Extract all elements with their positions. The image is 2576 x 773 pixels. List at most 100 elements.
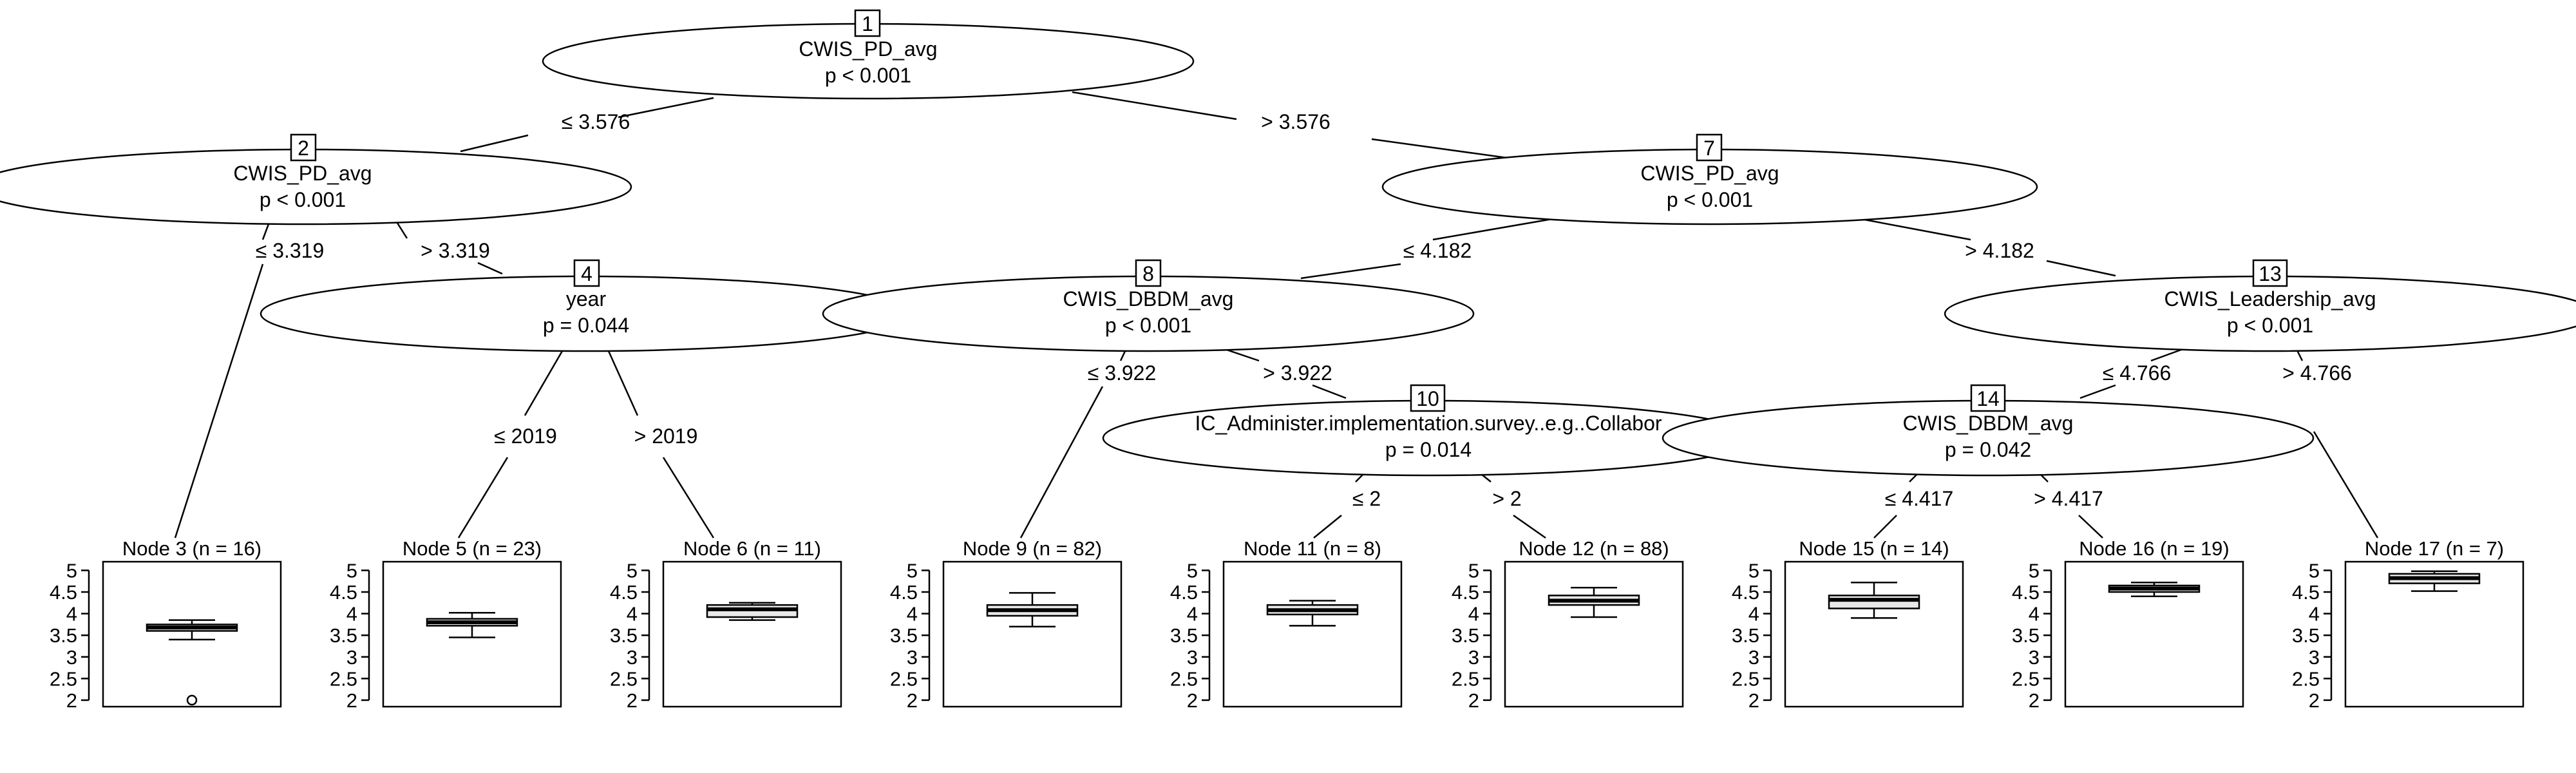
edge-line-1-7a	[1072, 91, 1237, 120]
edge-line-10-12b	[1513, 514, 1546, 539]
box	[1828, 595, 1920, 609]
edge-label-10-12: > 2	[1492, 487, 1521, 510]
panel-frame	[2064, 560, 2244, 708]
edge-line-7-13b	[2046, 260, 2116, 277]
y-tick-label: 2.5	[610, 667, 638, 690]
edge-label-14-16: > 4.417	[2034, 487, 2103, 510]
panel-title: Node 11 (n = 8)	[1244, 537, 1381, 560]
node-variable: CWIS_Leadership_avg	[2164, 287, 2376, 310]
y-tick-label: 3.5	[50, 624, 77, 647]
panel-title: Node 5 (n = 23)	[402, 537, 542, 560]
outlier-point	[186, 694, 198, 706]
edge-label-7-8: ≤ 4.182	[1403, 239, 1472, 262]
edge-label-8-9: ≤ 3.922	[1088, 361, 1157, 385]
panel-title: Node 9 (n = 82)	[963, 537, 1102, 560]
y-tick-label: 4	[2029, 603, 2040, 625]
y-tick-label: 2.5	[50, 667, 77, 690]
y-tick-label: 2	[1187, 689, 1198, 712]
y-tick-label: 3.5	[1732, 624, 1759, 647]
node-pvalue: p < 0.001	[1105, 314, 1191, 337]
node-variable: year	[566, 287, 607, 310]
terminal-node-5: Node 5 (n = 23) 22.533.544.55	[330, 537, 562, 712]
terminal-node-11: Node 11 (n = 8) 22.533.544.55	[1170, 537, 1403, 712]
y-tick-label: 4	[2309, 603, 2320, 625]
y-tick-label: 4.5	[1452, 581, 1479, 604]
inner-node-14: 14 CWIS_DBDM_avg p = 0.042	[1662, 384, 2315, 477]
y-tick-label: 3	[1468, 646, 1479, 669]
node-id-box	[1696, 133, 1723, 162]
y-tick-label: 2	[627, 689, 638, 712]
edge-label-1-7: > 3.576	[1261, 110, 1331, 133]
panel-frame	[382, 560, 562, 708]
y-tick-label: 3.5	[610, 624, 638, 647]
y-tick-label: 5	[1187, 559, 1198, 582]
y-tick-label: 3.5	[1452, 624, 1479, 647]
edge-labels: ≤ 3.576 > 3.576 ≤ 3.319 > 3.319 ≤ 2019 >…	[256, 110, 2352, 510]
edge-line-4-5a	[524, 350, 564, 416]
panel-frame	[942, 560, 1122, 708]
edge-line-7-8b	[1300, 263, 1401, 280]
y-tick-label: 2	[66, 689, 77, 712]
y-tick-label: 3	[66, 646, 77, 669]
edge-line-8-10b	[1312, 384, 1347, 399]
y-tick-label: 5	[2029, 559, 2040, 582]
panel-frame	[2344, 560, 2524, 708]
edge-line-13-17b	[2313, 431, 2379, 539]
y-tick-label: 3	[346, 646, 357, 669]
panel-title: Node 16 (n = 19)	[2079, 537, 2230, 560]
y-tick-label: 2.5	[1732, 667, 1759, 690]
y-tick-label: 4.5	[890, 581, 918, 604]
y-tick-label: 2.5	[1452, 667, 1479, 690]
edge-line-1-2b	[460, 134, 529, 153]
edge-line-14-15b	[1873, 515, 1897, 539]
y-tick-label: 2	[1748, 689, 1759, 712]
panel-title: Node 15 (n = 14)	[1799, 537, 1949, 560]
node-variable: CWIS_PD_avg	[799, 37, 937, 61]
edge-label-13-17: > 4.766	[2282, 361, 2352, 385]
edge-label-4-6: > 2019	[634, 425, 698, 448]
terminal-node-panels: Node 3 (n = 16)22.533.544.55 Node 5 (n = …	[50, 537, 2524, 712]
node-id-box	[1135, 259, 1162, 287]
y-tick-label: 4	[907, 603, 918, 625]
y-tick-label: 4.5	[1732, 581, 1759, 604]
node-id-box	[290, 133, 317, 162]
y-tick-label: 3	[2309, 646, 2320, 669]
panel-title: Node 6 (n = 11)	[683, 537, 821, 560]
node-id-box	[2252, 259, 2288, 287]
edge-label-2-3: ≤ 3.319	[256, 239, 325, 262]
y-tick-label: 4.5	[610, 581, 638, 604]
y-tick-label: 4.5	[330, 581, 357, 604]
y-tick-label: 5	[346, 559, 357, 582]
edge-line-7-13a	[1861, 218, 1971, 241]
node-variable: CWIS_DBDM_avg	[1063, 287, 1234, 310]
node-pvalue: p < 0.001	[2227, 314, 2313, 337]
node-id: 1	[862, 12, 873, 35]
node-pvalue: p < 0.001	[260, 188, 346, 211]
inner-node-8: 8 CWIS_DBDM_avg p < 0.001	[822, 259, 1475, 352]
edge-line-14-16b	[2078, 515, 2103, 539]
terminal-node-3: Node 3 (n = 16) 22.533.544.55	[50, 537, 282, 712]
panel-title: Node 17 (n = 7)	[2365, 537, 2504, 560]
terminal-node-16: Node 16 (n = 19) 22.533.544.55	[2012, 537, 2244, 712]
y-tick-label: 2	[2309, 689, 2320, 712]
node-variable: CWIS_PD_avg	[1640, 162, 1779, 185]
panel-frame	[662, 560, 842, 708]
y-tick-label: 5	[1468, 559, 1479, 582]
terminal-node-6: Node 6 (n = 11) 22.533.544.55	[610, 537, 842, 712]
y-tick-label: 2.5	[890, 667, 918, 690]
edge-line-8-9b	[1019, 386, 1104, 539]
node-variable: IC_Administer.implementation.survey..e.g…	[1195, 412, 1662, 435]
node-pvalue: p < 0.001	[1667, 188, 1753, 211]
edge-line-2-4b	[477, 262, 503, 275]
node-id-box	[1970, 384, 2006, 412]
y-tick-label: 2	[1468, 689, 1479, 712]
panel-frame	[1222, 560, 1403, 708]
edge-label-13-14: ≤ 4.766	[2103, 361, 2172, 385]
y-tick-label: 3	[1187, 646, 1198, 669]
terminal-node-15: Node 15 (n = 14) 22.533.544.55	[1732, 537, 1964, 712]
node-pvalue: p = 0.042	[1945, 438, 2031, 461]
y-tick-label: 4.5	[50, 581, 77, 604]
y-tick-label: 3.5	[330, 624, 357, 647]
edge-label-7-13: > 4.182	[1965, 239, 2034, 262]
